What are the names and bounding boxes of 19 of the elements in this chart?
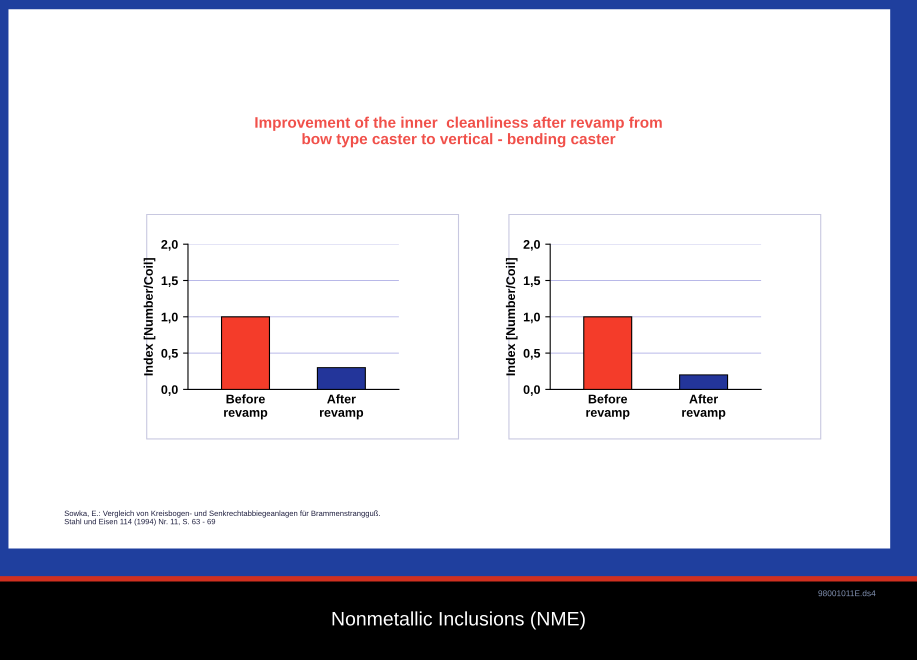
y-tick-label: 0,0 — [161, 385, 178, 396]
x-tick-label: After revamp — [682, 394, 726, 420]
text: Improvement of the inner cleanliness after revamp from bow type caster to vertical - bending caster — [255, 116, 662, 148]
text: Nonmetallic Inclusions (NME) — [332, 611, 585, 630]
x-tick-label: Before revamp — [224, 394, 268, 420]
x-tick-label: Before revamp — [586, 394, 630, 420]
y-tick-label: 1,0 — [162, 312, 178, 324]
y-tick-label: 2,0 — [161, 240, 178, 251]
y-tick-label: 1,0 — [524, 312, 540, 324]
y-tick-label: 0,5 — [524, 348, 540, 360]
y-tick-label: 1,5 — [524, 276, 540, 287]
y-tick-label: 2,0 — [524, 240, 540, 251]
y-tick-label: 1,5 — [162, 276, 178, 287]
y-axis-title: Index [Number/Coil] — [506, 258, 518, 376]
x-tick-label: After revamp — [320, 394, 364, 420]
y-axis-title: Index [Number/Coil] — [144, 258, 156, 376]
text: 98001011E.ds4 — [818, 590, 876, 596]
y-tick-label: 0,5 — [161, 348, 178, 360]
y-tick-label: 0,0 — [524, 385, 540, 396]
